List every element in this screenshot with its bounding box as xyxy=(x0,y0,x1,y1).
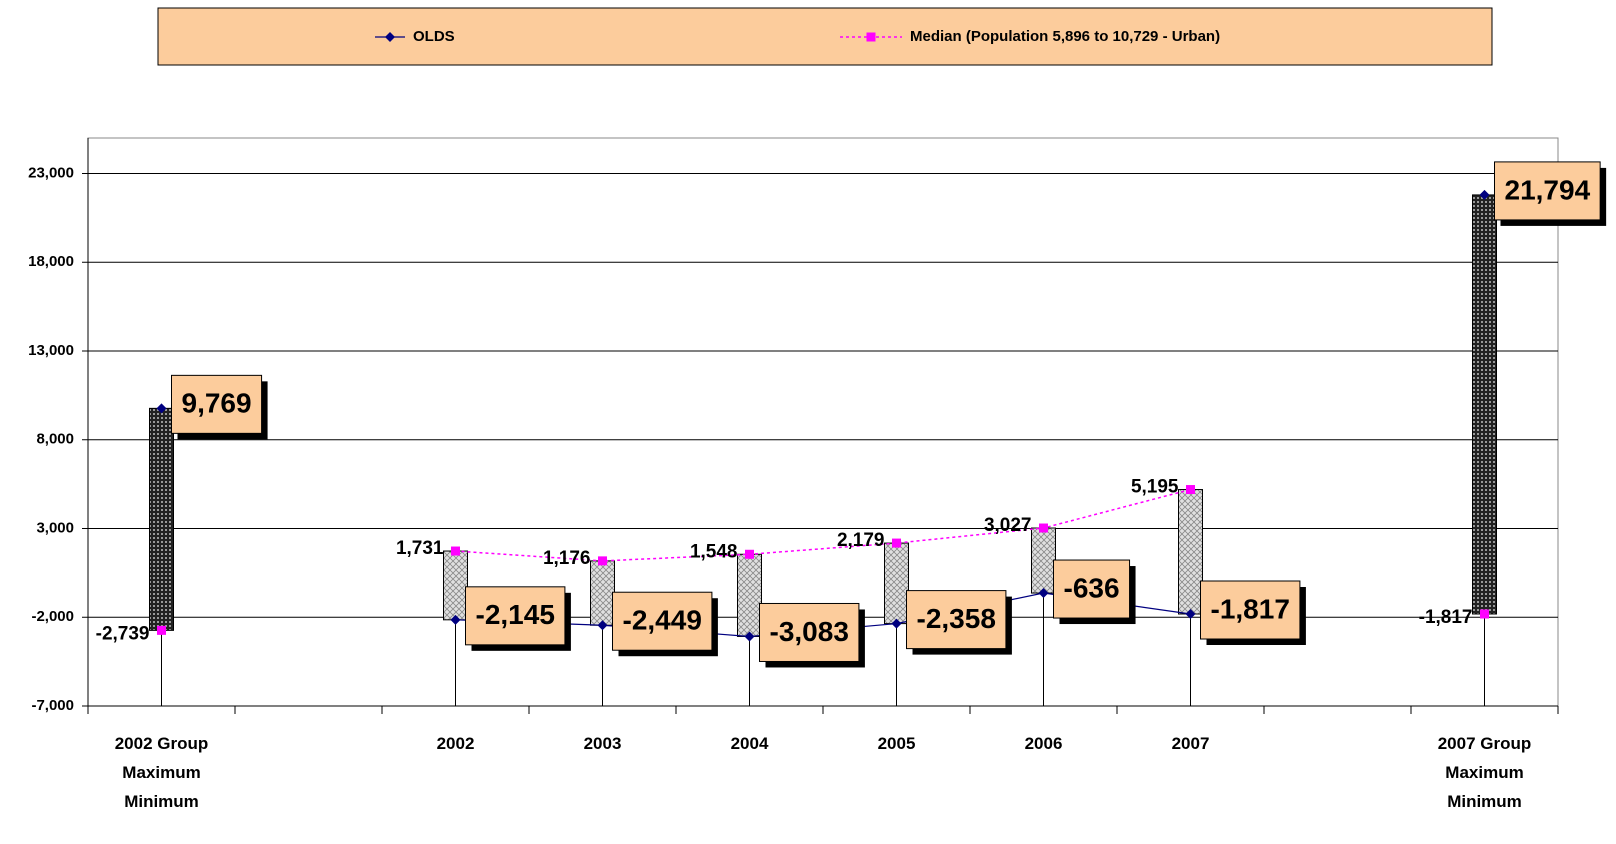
x-tick-label: 2002 xyxy=(437,734,475,753)
median-label: 5,195 xyxy=(1131,477,1179,498)
high-low-bar xyxy=(1031,527,1056,594)
label-box xyxy=(759,602,860,662)
high-low-bar xyxy=(1178,489,1203,615)
olds-marker xyxy=(1479,189,1490,200)
high-low-bar xyxy=(590,560,615,626)
olds-label: -2,449 xyxy=(623,605,702,636)
series-line xyxy=(455,488,1191,562)
label-box xyxy=(906,590,1007,650)
x-tick-label: 2003 xyxy=(584,734,622,753)
high-low-bar xyxy=(737,553,762,637)
median-marker xyxy=(451,546,460,556)
label-box xyxy=(465,586,566,646)
olds-label-box xyxy=(759,602,865,668)
x-tick-label: 2007 Group Maximum Minimum xyxy=(1438,734,1532,811)
olds-label-box xyxy=(1494,161,1607,226)
olds-label-box xyxy=(171,374,268,440)
median-label: -1,817 xyxy=(1419,607,1473,628)
median-marker xyxy=(598,556,607,566)
olds-marker xyxy=(1185,609,1196,620)
olds-marker xyxy=(891,618,902,629)
olds-label: 21,794 xyxy=(1505,174,1591,205)
label-box xyxy=(612,591,713,651)
olds-label: -3,083 xyxy=(770,616,849,647)
olds-label: 9,769 xyxy=(182,388,252,419)
olds-label-box xyxy=(612,591,718,657)
olds-label: -636 xyxy=(1064,572,1120,603)
label-box xyxy=(1200,580,1301,640)
y-tick-label: -2,000 xyxy=(31,608,74,625)
label-box xyxy=(1053,559,1131,619)
legend-label: Median (Population 5,896 to 10,729 - Urb… xyxy=(910,28,1220,45)
high-low-bar xyxy=(443,550,468,621)
label-box xyxy=(171,374,263,434)
legend-marker xyxy=(385,32,395,42)
olds-marker xyxy=(156,403,167,414)
olds-label-box xyxy=(1200,580,1306,646)
median-label: 1,176 xyxy=(543,548,591,569)
olds-label: -2,145 xyxy=(476,599,555,630)
y-tick-label: 3,000 xyxy=(36,519,74,536)
olds-marker xyxy=(597,620,608,631)
x-tick-label: 2004 xyxy=(731,734,769,753)
median-marker xyxy=(1186,485,1195,495)
olds-label-box xyxy=(465,586,571,651)
median-marker xyxy=(157,625,166,635)
olds-label: -2,358 xyxy=(917,603,996,634)
median-label: 1,548 xyxy=(690,541,738,562)
high-low-bar xyxy=(1472,194,1497,615)
median-label: -2,739 xyxy=(96,623,150,644)
median-marker xyxy=(745,549,754,559)
median-marker xyxy=(1480,609,1489,619)
x-tick-label: 2006 xyxy=(1025,734,1063,753)
y-tick-label: 18,000 xyxy=(28,253,74,270)
olds-marker xyxy=(744,631,755,642)
x-tick-label: 2002 Group Maximum Minimum xyxy=(115,734,209,811)
y-tick-label: 8,000 xyxy=(36,431,74,448)
median-marker xyxy=(892,538,901,548)
olds-label: -1,817 xyxy=(1211,593,1290,624)
median-label: 3,027 xyxy=(984,515,1032,536)
legend-marker xyxy=(866,32,876,42)
high-low-bar xyxy=(149,407,174,631)
y-tick-label: -7,000 xyxy=(31,697,74,714)
x-tick-label: 2007 xyxy=(1172,734,1210,753)
high-low-bar xyxy=(884,542,909,625)
median-marker xyxy=(1039,523,1048,533)
olds-label-box xyxy=(1053,559,1136,625)
median-label: 2,179 xyxy=(837,530,885,551)
y-tick-label: 13,000 xyxy=(28,342,74,359)
y-tick-label: 23,000 xyxy=(28,164,74,181)
legend-label: OLDS xyxy=(413,28,455,45)
olds-marker xyxy=(1038,588,1049,599)
label-box xyxy=(1494,161,1601,221)
olds-marker xyxy=(450,614,461,625)
olds-label-box xyxy=(906,590,1012,655)
x-tick-label: 2005 xyxy=(878,734,916,753)
legend-box xyxy=(157,7,1493,66)
median-label: 1,731 xyxy=(396,538,444,559)
